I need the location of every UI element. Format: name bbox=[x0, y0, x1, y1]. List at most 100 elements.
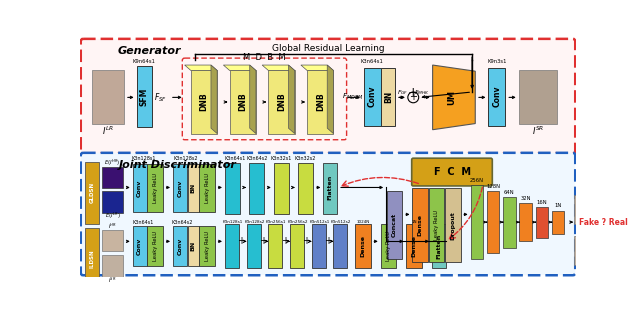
Text: Fake ? Real: Fake ? Real bbox=[579, 218, 627, 227]
Text: Flatten: Flatten bbox=[436, 233, 442, 259]
Text: $I^{HR}$: $I^{HR}$ bbox=[108, 221, 117, 231]
Text: $F_{SF}$: $F_{SF}$ bbox=[154, 91, 167, 104]
Text: K9n3s1: K9n3s1 bbox=[487, 59, 507, 64]
Text: Dense: Dense bbox=[412, 235, 417, 257]
Text: K3n512s2: K3n512s2 bbox=[331, 220, 351, 224]
Text: $F_{GF}$: $F_{GF}$ bbox=[397, 88, 408, 97]
FancyBboxPatch shape bbox=[274, 163, 289, 214]
Text: BN: BN bbox=[191, 183, 196, 193]
Polygon shape bbox=[184, 65, 217, 70]
FancyBboxPatch shape bbox=[147, 165, 163, 212]
Text: K3n32s2: K3n32s2 bbox=[295, 156, 316, 161]
Polygon shape bbox=[327, 65, 333, 133]
Text: 1024N: 1024N bbox=[356, 220, 369, 224]
Text: Flatten: Flatten bbox=[328, 175, 333, 200]
Text: M  D  B  M: M D B M bbox=[243, 53, 286, 62]
FancyBboxPatch shape bbox=[412, 158, 492, 186]
Text: Leaky ReLU: Leaky ReLU bbox=[153, 173, 157, 203]
Text: BN: BN bbox=[384, 91, 393, 103]
FancyBboxPatch shape bbox=[355, 225, 371, 267]
FancyBboxPatch shape bbox=[381, 225, 396, 267]
FancyBboxPatch shape bbox=[333, 225, 348, 267]
Text: Leaky ReLU: Leaky ReLU bbox=[205, 173, 210, 203]
FancyBboxPatch shape bbox=[518, 70, 557, 123]
FancyBboxPatch shape bbox=[136, 66, 152, 128]
FancyBboxPatch shape bbox=[312, 225, 326, 267]
FancyBboxPatch shape bbox=[225, 163, 241, 214]
Text: 16N: 16N bbox=[536, 200, 547, 205]
FancyBboxPatch shape bbox=[147, 226, 163, 266]
FancyBboxPatch shape bbox=[85, 228, 99, 290]
Text: +: + bbox=[409, 92, 417, 102]
Polygon shape bbox=[433, 65, 476, 130]
Polygon shape bbox=[307, 70, 333, 133]
FancyBboxPatch shape bbox=[249, 163, 264, 214]
Text: $E(I^{HR})$: $E(I^{HR})$ bbox=[104, 158, 121, 168]
FancyBboxPatch shape bbox=[132, 226, 147, 266]
FancyBboxPatch shape bbox=[246, 225, 260, 267]
Text: K3n64s2: K3n64s2 bbox=[246, 156, 268, 161]
FancyBboxPatch shape bbox=[290, 225, 304, 267]
FancyBboxPatch shape bbox=[188, 165, 198, 212]
Text: +: + bbox=[408, 86, 419, 99]
Text: 128N: 128N bbox=[486, 184, 500, 189]
FancyBboxPatch shape bbox=[520, 203, 532, 241]
FancyBboxPatch shape bbox=[470, 185, 483, 259]
FancyBboxPatch shape bbox=[81, 153, 575, 275]
Polygon shape bbox=[301, 65, 333, 70]
Text: UM: UM bbox=[447, 90, 456, 105]
Text: ILDSN: ILDSN bbox=[90, 250, 95, 268]
FancyBboxPatch shape bbox=[92, 70, 124, 123]
Text: 1N: 1N bbox=[412, 220, 417, 224]
Text: SFM: SFM bbox=[140, 87, 149, 106]
Text: Leaky ReLU: Leaky ReLU bbox=[386, 231, 391, 261]
FancyBboxPatch shape bbox=[173, 226, 187, 266]
Polygon shape bbox=[250, 65, 256, 133]
Polygon shape bbox=[230, 70, 256, 133]
Text: Conv: Conv bbox=[177, 237, 182, 255]
Polygon shape bbox=[268, 70, 294, 133]
FancyBboxPatch shape bbox=[102, 255, 124, 277]
Text: K3n256s2: K3n256s2 bbox=[287, 220, 308, 224]
Text: DNB: DNB bbox=[200, 93, 209, 111]
Text: +: + bbox=[237, 236, 245, 246]
Text: Conv: Conv bbox=[137, 179, 142, 197]
Text: $F_{MHK}$: $F_{MHK}$ bbox=[414, 88, 429, 97]
Text: K3n128s1: K3n128s1 bbox=[223, 220, 243, 224]
FancyBboxPatch shape bbox=[406, 225, 422, 267]
Text: Leaky ReLU: Leaky ReLU bbox=[205, 231, 210, 261]
FancyBboxPatch shape bbox=[487, 191, 499, 253]
FancyBboxPatch shape bbox=[268, 225, 282, 267]
Text: K3n128s2: K3n128s2 bbox=[244, 220, 264, 224]
Text: +: + bbox=[259, 236, 267, 246]
FancyBboxPatch shape bbox=[429, 188, 444, 262]
Polygon shape bbox=[211, 65, 217, 133]
Text: K3n64s1: K3n64s1 bbox=[224, 156, 246, 161]
FancyBboxPatch shape bbox=[102, 191, 124, 213]
Text: Joint Discriminator: Joint Discriminator bbox=[119, 160, 237, 170]
FancyBboxPatch shape bbox=[102, 230, 124, 251]
Text: +: + bbox=[280, 236, 289, 246]
Text: K9n64s1: K9n64s1 bbox=[133, 59, 156, 64]
Text: K3n128s1: K3n128s1 bbox=[131, 156, 156, 161]
Text: K3n32s1: K3n32s1 bbox=[271, 156, 292, 161]
FancyBboxPatch shape bbox=[575, 236, 599, 265]
Text: DNB: DNB bbox=[238, 93, 247, 111]
Text: DNB: DNB bbox=[277, 93, 286, 111]
Text: 64N: 64N bbox=[504, 190, 515, 195]
FancyBboxPatch shape bbox=[387, 191, 403, 259]
Polygon shape bbox=[191, 70, 217, 133]
FancyBboxPatch shape bbox=[412, 188, 428, 262]
Text: 256N: 256N bbox=[470, 178, 484, 183]
FancyBboxPatch shape bbox=[188, 226, 198, 266]
Text: Global Residual Learning: Global Residual Learning bbox=[272, 44, 384, 53]
Text: GLDSN: GLDSN bbox=[90, 182, 95, 203]
FancyBboxPatch shape bbox=[102, 167, 124, 188]
Polygon shape bbox=[262, 65, 294, 70]
FancyBboxPatch shape bbox=[85, 162, 99, 224]
Text: $I^{SR}$: $I^{SR}$ bbox=[108, 275, 117, 285]
Text: DNB: DNB bbox=[316, 93, 324, 111]
Text: Dropout: Dropout bbox=[451, 211, 455, 239]
Text: +: + bbox=[324, 236, 332, 246]
Text: Conv: Conv bbox=[177, 179, 182, 197]
